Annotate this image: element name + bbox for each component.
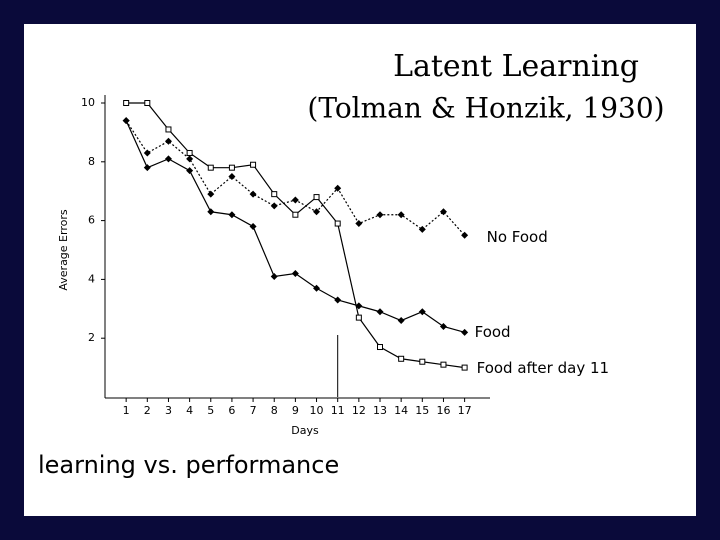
series-label: Food <box>475 323 511 341</box>
point <box>334 296 342 304</box>
point <box>164 137 172 145</box>
y-tick-label: 2 <box>88 331 95 344</box>
point <box>249 190 257 198</box>
point <box>418 225 426 233</box>
x-tick-label: 10 <box>310 404 324 417</box>
point <box>250 161 257 168</box>
x-tick-label: 14 <box>394 404 408 417</box>
point <box>313 194 320 201</box>
point <box>228 211 236 219</box>
point <box>398 355 405 362</box>
series-label: No Food <box>487 228 548 246</box>
chart-title: Latent Learning <box>393 49 639 84</box>
y-tick-label: 6 <box>88 214 95 227</box>
point <box>397 211 405 219</box>
series-label: Food after day 11 <box>477 359 609 377</box>
point <box>123 100 130 106</box>
point <box>419 358 426 365</box>
x-tick-label: 8 <box>271 404 278 417</box>
y-tick-label: 10 <box>81 96 95 109</box>
point <box>334 184 342 192</box>
x-tick-label: 9 <box>292 404 299 417</box>
point <box>439 322 447 330</box>
point <box>292 211 299 218</box>
point <box>249 222 257 230</box>
point <box>397 317 405 325</box>
x-tick-label: 5 <box>207 404 214 417</box>
point <box>228 164 235 171</box>
x-tick-label: 7 <box>250 404 257 417</box>
point <box>313 284 321 292</box>
point <box>165 126 172 133</box>
x-tick-label: 4 <box>186 404 193 417</box>
point <box>207 208 215 216</box>
point <box>376 308 384 316</box>
x-tick-label: 11 <box>331 404 345 417</box>
point <box>186 155 194 163</box>
y-axis-label: Average Errors <box>57 209 70 290</box>
slide <box>24 24 696 516</box>
point <box>376 211 384 219</box>
annotation: learning vs. performance <box>38 451 339 479</box>
point <box>270 272 278 280</box>
point <box>144 100 151 106</box>
point <box>355 220 363 228</box>
point <box>186 149 193 156</box>
point <box>207 190 215 198</box>
point <box>439 208 447 216</box>
point <box>355 314 362 321</box>
point <box>377 344 383 351</box>
point <box>270 202 278 210</box>
point <box>271 191 278 198</box>
x-tick-label: 3 <box>165 404 172 417</box>
point <box>122 117 130 125</box>
x-tick-label: 15 <box>415 404 429 417</box>
y-tick-label: 8 <box>88 155 95 168</box>
point <box>334 220 341 227</box>
x-tick-label: 13 <box>373 404 387 417</box>
point <box>291 270 299 278</box>
point <box>418 308 426 316</box>
point <box>440 361 447 368</box>
point <box>164 155 172 163</box>
x-tick-label: 17 <box>458 404 472 417</box>
point <box>207 164 214 171</box>
point <box>228 173 236 180</box>
x-tick-label: 1 <box>123 404 130 417</box>
point <box>143 149 151 157</box>
x-axis-label: Days <box>291 424 319 437</box>
x-tick-label: 16 <box>436 404 450 417</box>
chart-subtitle: (Tolman & Honzik, 1930) <box>307 92 664 125</box>
x-tick-label: 12 <box>352 404 366 417</box>
point <box>461 364 468 371</box>
point <box>186 167 194 175</box>
point <box>143 164 151 172</box>
point <box>313 208 321 216</box>
point <box>461 231 469 239</box>
point <box>461 328 469 336</box>
point <box>291 196 299 204</box>
x-tick-label: 6 <box>228 404 235 417</box>
x-tick-label: 2 <box>144 404 151 417</box>
y-tick-label: 4 <box>88 272 95 285</box>
